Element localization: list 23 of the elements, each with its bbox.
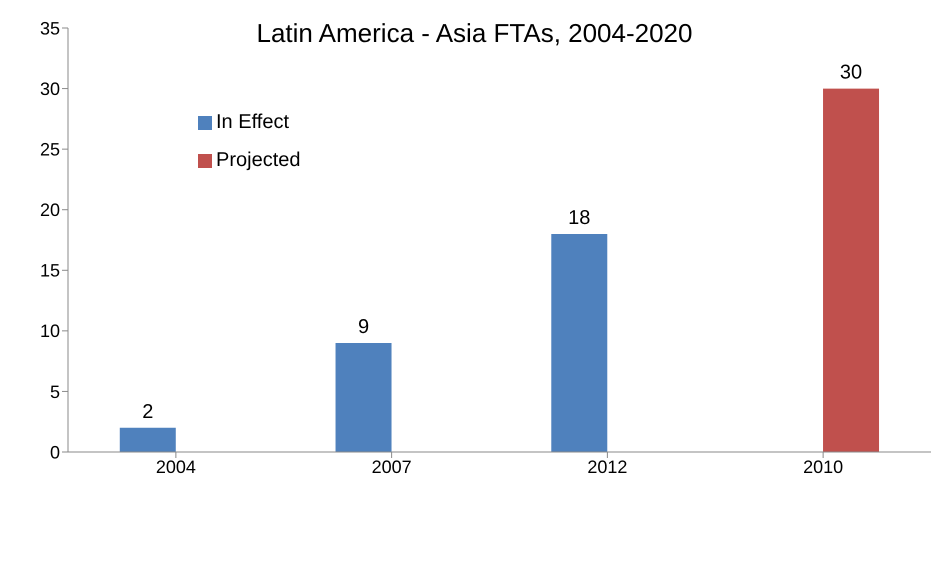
x-tick-label: 2012	[587, 456, 628, 477]
legend-label: Projected	[216, 149, 300, 171]
y-tick-label: 30	[40, 78, 60, 99]
x-tick-label: 2007	[372, 456, 412, 477]
legend-label: In Effect	[216, 111, 290, 133]
y-tick-label: 0	[50, 442, 60, 462]
bar	[823, 88, 880, 452]
data-label: 2	[142, 400, 154, 423]
bar	[551, 234, 608, 452]
data-label: 30	[840, 62, 862, 84]
x-tick-label: 2010	[803, 456, 844, 477]
data-label: 9	[358, 316, 370, 338]
y-tick-label: 5	[50, 382, 60, 402]
bar	[336, 342, 392, 452]
x-tick-label: 2004	[156, 456, 196, 477]
y-tick-label: 10	[40, 321, 60, 342]
y-tick-label: 20	[40, 200, 60, 220]
y-tick-label: 25	[40, 140, 60, 160]
bar	[120, 428, 176, 452]
chart-title: Latin America - Asia FTAs, 2004-2020	[256, 18, 692, 48]
y-tick-label: 15	[40, 260, 60, 281]
y-tick-label: 35	[40, 18, 60, 38]
data-label: 18	[568, 206, 590, 229]
